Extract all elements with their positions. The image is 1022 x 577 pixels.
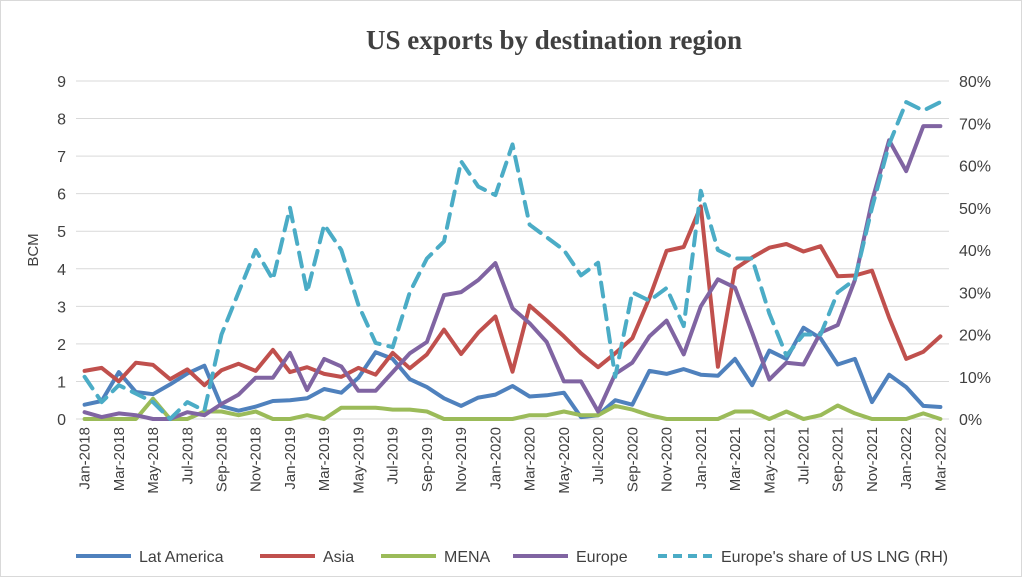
y-tick-label-right: 70% bbox=[959, 116, 991, 133]
y-tick-label-left: 1 bbox=[57, 374, 66, 391]
series-line-europe bbox=[82, 124, 943, 421]
series-line-mena bbox=[82, 396, 943, 421]
series-line-europe-s-share-of-us-lng-rh bbox=[82, 100, 943, 421]
y-axis-label: BCM bbox=[25, 233, 42, 266]
y-tick-label-left: 2 bbox=[57, 337, 66, 354]
legend-label: Lat America bbox=[139, 549, 224, 566]
x-tick-label: Sep-2020 bbox=[624, 427, 641, 492]
x-tick-label: May-2021 bbox=[761, 427, 778, 494]
gridlines bbox=[76, 80, 949, 420]
y-axis-left-ticks: 0 1 2 3 4 5 6 7 8 9 bbox=[57, 74, 66, 429]
x-tick-label: Nov-2019 bbox=[453, 427, 470, 492]
x-tick-label: May-2018 bbox=[145, 427, 162, 494]
y-tick-label-left: 4 bbox=[57, 262, 66, 279]
x-tick-label: Mar-2019 bbox=[316, 427, 333, 491]
x-tick-label: Nov-2018 bbox=[248, 427, 265, 492]
series-line-asia bbox=[82, 204, 943, 388]
y-axis-right-ticks: 0% 10% 20% 30% 40% 50% 60% 70% 80% bbox=[959, 74, 991, 429]
y-tick-label-left: 0 bbox=[57, 412, 66, 429]
x-tick-label: Nov-2021 bbox=[864, 427, 881, 492]
x-tick-label: Mar-2021 bbox=[727, 427, 744, 491]
y-tick-label-right: 20% bbox=[959, 328, 991, 345]
y-tick-label-right: 0% bbox=[959, 412, 982, 429]
x-tick-label: Mar-2022 bbox=[932, 427, 949, 491]
y-tick-label-left: 3 bbox=[57, 299, 66, 316]
x-tick-label: Jan-2022 bbox=[898, 427, 915, 490]
legend-label: Asia bbox=[323, 549, 354, 566]
y-tick-label-left: 8 bbox=[57, 112, 66, 129]
y-tick-label-right: 60% bbox=[959, 159, 991, 176]
legend-label: Europe bbox=[576, 549, 628, 566]
x-tick-label: May-2019 bbox=[350, 427, 367, 494]
x-tick-label: May-2020 bbox=[556, 427, 573, 494]
x-tick-label: Jul-2019 bbox=[385, 427, 402, 485]
x-tick-label: Jan-2018 bbox=[77, 427, 94, 490]
x-tick-label: Sep-2018 bbox=[214, 427, 231, 492]
y-tick-label-right: 30% bbox=[959, 285, 991, 302]
x-tick-label: Mar-2020 bbox=[522, 427, 539, 491]
y-tick-label-right: 40% bbox=[959, 243, 991, 260]
x-tick-label: Jul-2021 bbox=[796, 427, 813, 485]
x-axis-ticks: Jan-2018 Mar-2018 May-2018 Jul-2018 Sep-2018… bbox=[77, 427, 950, 494]
x-tick-label: Sep-2019 bbox=[419, 427, 436, 492]
y-tick-label-left: 9 bbox=[57, 74, 66, 91]
x-tick-label: Jul-2020 bbox=[590, 427, 607, 485]
x-tick-label: Jan-2019 bbox=[282, 427, 299, 490]
y-tick-label-left: 7 bbox=[57, 149, 66, 166]
x-tick-label: Sep-2021 bbox=[830, 427, 847, 492]
legend: Lat America Asia MENA Europe Europe's share … bbox=[76, 549, 948, 566]
y-tick-label-right: 50% bbox=[959, 201, 991, 218]
x-tick-label: Mar-2018 bbox=[111, 427, 128, 491]
chart-title: US exports by destination region bbox=[366, 25, 742, 55]
legend-label: Europe's share of US LNG (RH) bbox=[721, 549, 948, 566]
series-lines bbox=[82, 100, 943, 421]
series-line-lat-america bbox=[82, 325, 943, 420]
x-tick-label: Nov-2020 bbox=[659, 427, 676, 492]
y-tick-label-right: 10% bbox=[959, 370, 991, 387]
legend-label: MENA bbox=[444, 549, 491, 566]
x-tick-label: Jan-2020 bbox=[487, 427, 504, 490]
y-tick-label-right: 80% bbox=[959, 74, 991, 91]
x-tick-label: Jan-2021 bbox=[693, 427, 710, 490]
y-tick-label-left: 6 bbox=[57, 187, 66, 204]
y-tick-label-left: 5 bbox=[57, 224, 66, 241]
x-tick-label: Jul-2018 bbox=[179, 427, 196, 485]
